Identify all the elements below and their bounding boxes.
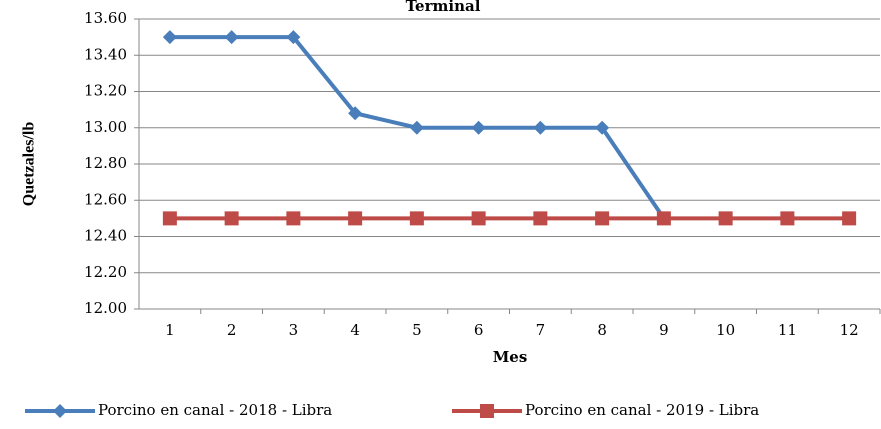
y-tick-label: 13.60 <box>84 9 127 27</box>
legend-label: Porcino en canal - 2019 - Libra <box>525 401 759 419</box>
y-tick-label: 13.00 <box>84 118 127 136</box>
data-point <box>348 211 363 226</box>
data-point <box>533 211 548 226</box>
y-tick-label: 12.80 <box>84 154 127 172</box>
x-tick-label: 9 <box>659 321 669 339</box>
data-point <box>718 211 733 226</box>
y-tick-label: 12.40 <box>84 227 127 245</box>
x-tick-label: 12 <box>840 321 859 339</box>
y-tick-label: 12.00 <box>84 299 127 317</box>
y-tick-label: 12.20 <box>84 263 127 281</box>
y-tick-label: 13.40 <box>84 45 127 63</box>
x-tick-label: 8 <box>597 321 607 339</box>
chart-title: Terminal <box>406 0 481 15</box>
data-point <box>409 120 424 135</box>
data-point <box>286 211 301 226</box>
x-tick-label: 10 <box>716 321 735 339</box>
x-tick-label: 3 <box>289 321 299 339</box>
legend-marker <box>53 404 67 418</box>
legend-label: Porcino en canal - 2018 - Libra <box>98 401 332 419</box>
data-point <box>595 211 610 226</box>
data-point <box>348 106 363 121</box>
x-tick-label: 1 <box>165 321 175 339</box>
data-point <box>162 211 177 226</box>
data-point <box>224 30 239 45</box>
data-point <box>471 120 486 135</box>
x-tick-label: 7 <box>536 321 546 339</box>
data-point <box>162 30 177 45</box>
y-tick-label: 13.20 <box>84 82 127 100</box>
x-axis-label: Mes <box>493 348 528 366</box>
data-point <box>533 120 548 135</box>
x-tick-label: 11 <box>778 321 797 339</box>
x-tick-label: 5 <box>412 321 422 339</box>
data-point <box>656 211 671 226</box>
data-point <box>595 120 610 135</box>
data-point <box>286 30 301 45</box>
y-axis-label: Quetzales/lb <box>21 122 38 207</box>
legend-marker <box>480 404 494 418</box>
data-point <box>842 211 857 226</box>
data-point <box>471 211 486 226</box>
y-tick-label: 12.60 <box>84 190 127 208</box>
x-tick-label: 4 <box>350 321 360 339</box>
x-tick-label: 2 <box>227 321 237 339</box>
data-point <box>224 211 239 226</box>
data-point <box>409 211 424 226</box>
data-point <box>780 211 795 226</box>
x-tick-label: 6 <box>474 321 484 339</box>
